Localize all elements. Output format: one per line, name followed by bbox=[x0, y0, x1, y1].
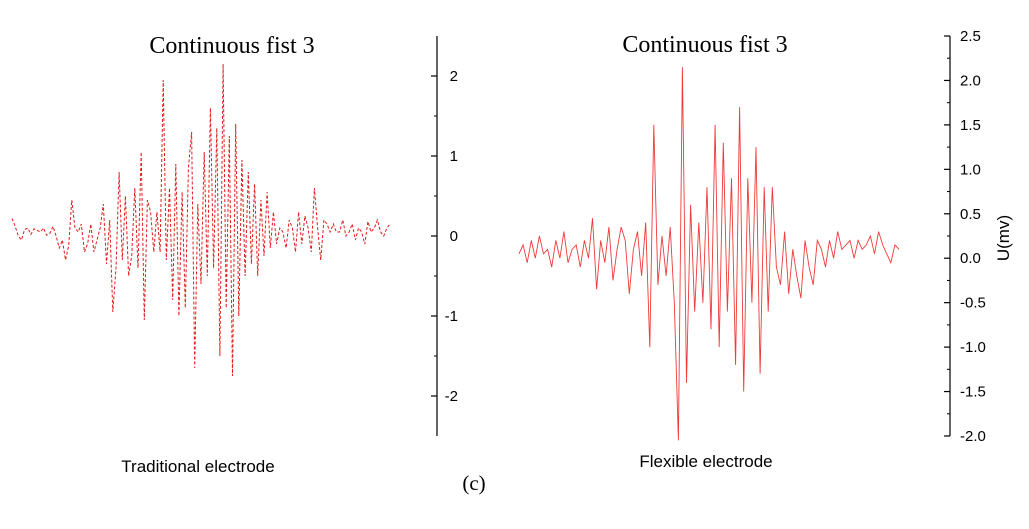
right-y-tick-label: 0.5 bbox=[960, 206, 981, 223]
left-y-tick-label: 2 bbox=[450, 68, 458, 85]
right-y-tick-label: -2.0 bbox=[960, 428, 986, 445]
left-y-tick-label: -1 bbox=[445, 308, 458, 325]
left-y-tick-label: 0 bbox=[450, 228, 458, 245]
right-y-tick-label: -1.5 bbox=[960, 384, 986, 401]
left-y-ticks: 2 1 0 -1 -2 bbox=[431, 68, 458, 405]
right-y-tick-label: 1.5 bbox=[960, 117, 981, 134]
right-chart-caption: Flexible electrode bbox=[639, 452, 772, 471]
left-y-tick-label: -2 bbox=[445, 388, 458, 405]
right-chart-title: Continuous fist 3 bbox=[622, 32, 787, 58]
right-series-line bbox=[518, 67, 900, 441]
right-y-axis-title: U(mv) bbox=[994, 215, 1013, 261]
right-y-tick-label: 0.0 bbox=[960, 250, 981, 267]
left-chart: Continuous fist 3 2 1 0 -1 -2 Traditional el… bbox=[11, 33, 458, 476]
left-chart-title: Continuous fist 3 bbox=[149, 33, 314, 59]
left-chart-caption: Traditional electrode bbox=[121, 457, 274, 476]
right-y-tick-label: 1.0 bbox=[960, 161, 981, 178]
right-y-tick-label: -1.0 bbox=[960, 339, 986, 356]
right-y-tick-label: 2.0 bbox=[960, 72, 981, 89]
left-series-line bbox=[11, 63, 391, 377]
right-chart: Continuous fist 3 2.5 2.0 1.5 1.0 0.5 0.0 -0.5… bbox=[518, 28, 1013, 471]
right-y-tick-label: -0.5 bbox=[960, 295, 986, 312]
panel-label: (c) bbox=[462, 471, 485, 495]
right-y-tick-label: 2.5 bbox=[960, 28, 981, 45]
right-y-ticks: 2.5 2.0 1.5 1.0 0.5 0.0 -0.5 -1.0 -1.5 -2.0 bbox=[944, 28, 986, 445]
left-y-tick-label: 1 bbox=[450, 148, 458, 165]
